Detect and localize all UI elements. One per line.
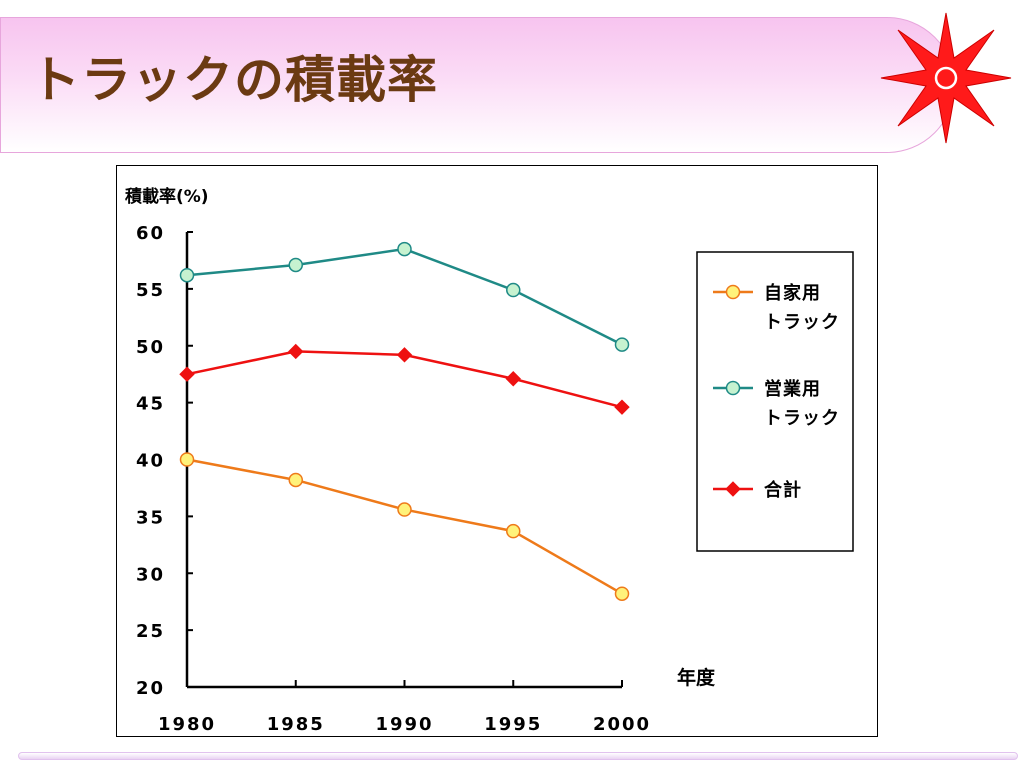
legend-label: 自家用	[764, 282, 821, 304]
data-point	[288, 472, 303, 488]
data-point	[288, 343, 304, 360]
title-banner	[0, 17, 955, 153]
y-tick-label: 60	[136, 223, 165, 244]
x-axis-label: 年度	[677, 666, 716, 689]
y-tick-label: 45	[136, 394, 165, 415]
legend-marker	[725, 481, 741, 497]
page-title: トラックの積載率	[30, 51, 438, 109]
x-tick-label: 1990	[375, 714, 433, 735]
legend-label: トラック	[764, 408, 840, 429]
legend-box	[696, 251, 854, 552]
chart-frame: 20 25 30 35 40 45 50 55 60 1980 1985 1990 1995 2000 積載…	[116, 165, 878, 737]
y-tick-label: 55	[136, 280, 165, 301]
series-line-1	[186, 458, 623, 595]
y-tick-label: 30	[136, 564, 165, 585]
data-point	[179, 366, 195, 382]
y-tick-label: 50	[136, 337, 165, 358]
data-point	[614, 337, 630, 352]
compass-star-icon	[880, 12, 1012, 144]
x-tick-label: 2000	[593, 714, 651, 735]
data-point	[288, 257, 303, 273]
y-tick-label: 40	[136, 451, 165, 472]
legend-marker	[725, 380, 741, 396]
x-tick-label: 1980	[158, 714, 216, 735]
data-point	[397, 241, 412, 257]
y-tick-label: 35	[136, 507, 165, 528]
footer-divider	[18, 752, 1018, 760]
y-axis-label: 積載率(%)	[125, 186, 209, 207]
y-tick-label: 20	[136, 678, 165, 699]
legend-label: 合計	[764, 479, 802, 501]
legend-label: 営業用	[764, 378, 821, 400]
x-tick-label: 1985	[267, 714, 325, 735]
data-point	[505, 371, 521, 387]
data-point	[396, 347, 413, 363]
data-point	[506, 282, 521, 298]
data-point	[614, 399, 630, 415]
y-tick-label: 25	[136, 621, 165, 642]
legend-marker	[725, 284, 741, 300]
x-tick-label: 1995	[484, 714, 542, 735]
line-chart: 20 25 30 35 40 45 50 55 60 1980 1985 1990 1995 2000 積載…	[125, 186, 854, 735]
data-point	[397, 502, 412, 517]
data-point	[614, 586, 630, 601]
data-point	[506, 523, 521, 539]
data-point	[179, 452, 195, 467]
series-line-2	[186, 247, 623, 346]
data-point	[179, 267, 195, 283]
legend-label: トラック	[764, 312, 840, 333]
